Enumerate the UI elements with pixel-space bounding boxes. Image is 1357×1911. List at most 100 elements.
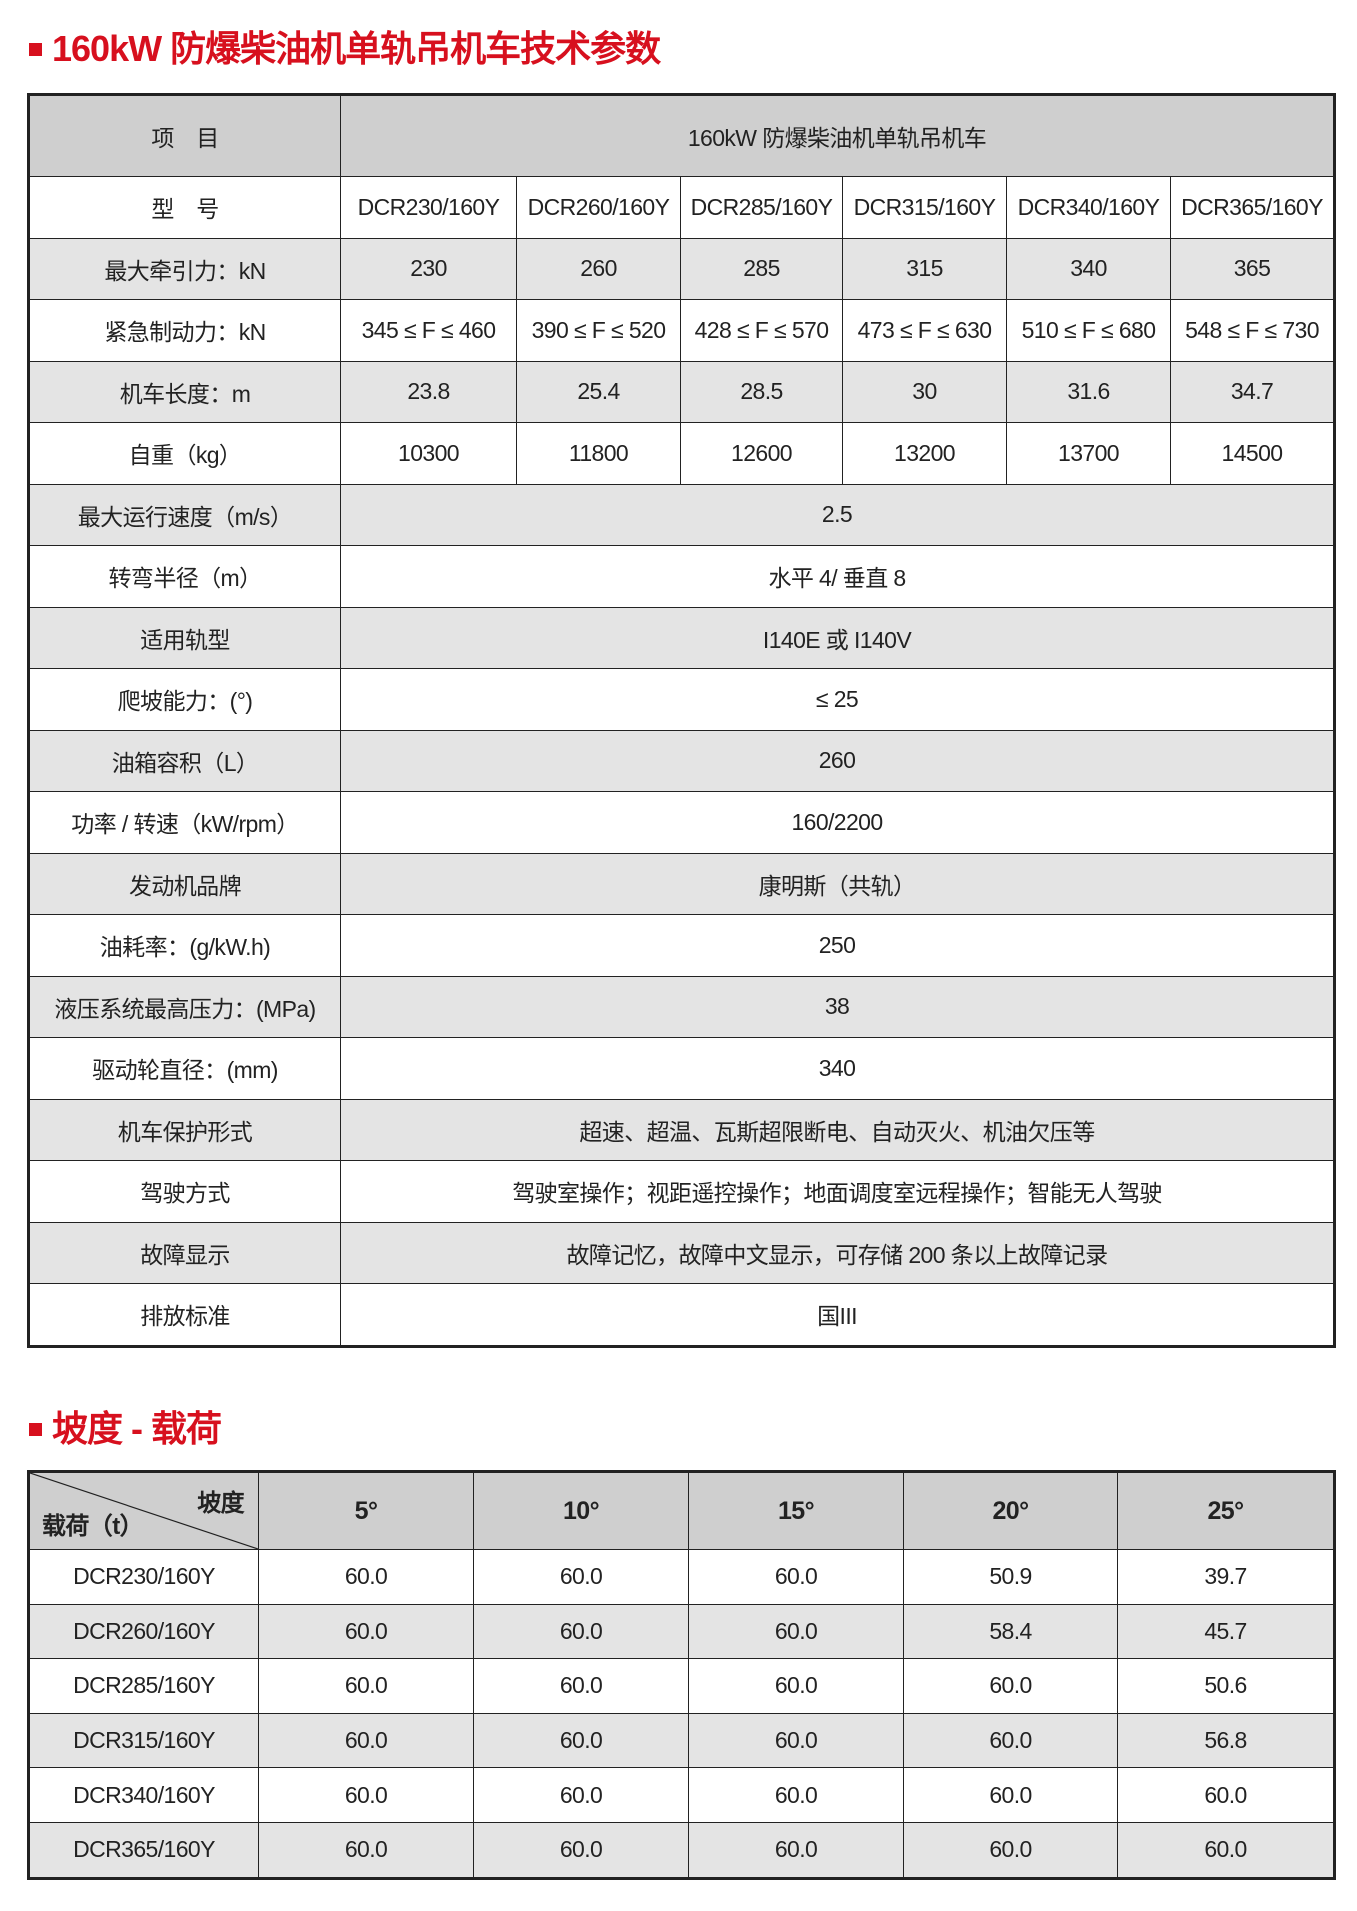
row-label: 故障显示 <box>29 1221 341 1284</box>
grade-title-text: 坡度 - 载荷 <box>52 1408 222 1449</box>
row-label: 油箱容积（L） <box>29 729 341 792</box>
row-label: 自重（kg） <box>29 422 341 485</box>
load-value: 50.6 <box>1117 1658 1334 1714</box>
row-label: 机车长度：m <box>29 360 341 423</box>
cell-value: DCR365/160Y <box>1169 176 1335 239</box>
model-label: DCR315/160Y <box>29 1712 259 1769</box>
grade-row: DCR315/160Y 60.0 60.0 60.0 60.0 56.8 <box>29 1712 1334 1769</box>
row-label: 驱动轮直径：(mm) <box>29 1037 341 1100</box>
load-value: 60.0 <box>688 1549 904 1605</box>
model-label: DCR365/160Y <box>29 1821 259 1878</box>
row-label: 功率 / 转速（kW/rpm） <box>29 791 341 854</box>
row-label: 最大运行速度（m/s） <box>29 483 341 546</box>
cell-value: 13200 <box>842 422 1007 485</box>
shared-value: 160/2200 <box>339 791 1335 854</box>
shared-value: 超速、超温、瓦斯超限断电、自动灭火、机油欠压等 <box>339 1098 1335 1161</box>
spec-row: 油箱容积（L） 260 <box>29 729 1335 792</box>
load-value: 60.0 <box>688 1767 904 1823</box>
spec-row: 适用轨型 I140E 或 I140V <box>29 606 1335 669</box>
cell-value: 510 ≤ F ≤ 680 <box>1006 299 1171 362</box>
shared-value: 康明斯（共轨） <box>339 852 1335 915</box>
row-label: 油耗率：(g/kW.h) <box>29 914 341 977</box>
corner-grade-label: 坡度 <box>197 1490 244 1517</box>
load-value: 60.0 <box>903 1767 1118 1823</box>
spec-row: 驱动轮直径：(mm) 340 <box>29 1037 1335 1100</box>
load-value: 56.8 <box>1117 1712 1334 1769</box>
load-value: 60.0 <box>903 1821 1118 1878</box>
cell-value: DCR315/160Y <box>842 176 1007 239</box>
load-value: 60.0 <box>473 1767 689 1823</box>
cell-value: 30 <box>842 360 1007 423</box>
grade-row: DCR340/160Y 60.0 60.0 60.0 60.0 60.0 <box>29 1767 1334 1823</box>
cell-value: 345 ≤ F ≤ 460 <box>340 299 517 362</box>
cell-value: 23.8 <box>340 360 517 423</box>
grade-load-table: 坡度 载荷（t） 5° 10° 15° 20° 25° DCR230/160Y 60.0 60.0… <box>27 1470 1336 1880</box>
grade-section-title: 坡度 - 载荷 <box>29 1400 222 1452</box>
row-label: 最大牵引力：kN <box>29 237 341 300</box>
row-label: 适用轨型 <box>29 606 341 669</box>
load-value: 60.0 <box>258 1549 474 1605</box>
corner-load-label: 载荷（t） <box>42 1513 144 1540</box>
grade-header: 20° <box>903 1472 1118 1550</box>
row-label: 转弯半径（m） <box>29 545 341 608</box>
grade-row: DCR260/160Y 60.0 60.0 60.0 58.4 45.7 <box>29 1603 1334 1660</box>
model-label: DCR285/160Y <box>29 1658 259 1714</box>
load-value: 60.0 <box>473 1603 689 1660</box>
spec-row: 液压系统最高压力：(MPa) 38 <box>29 975 1335 1038</box>
cell-value: 230 <box>340 237 517 300</box>
cell-value: 10300 <box>340 422 517 485</box>
grade-header: 25° <box>1117 1472 1334 1550</box>
spec-row: 最大运行速度（m/s） 2.5 <box>29 483 1335 546</box>
row-label: 型 号 <box>29 176 341 239</box>
shared-value: 2.5 <box>339 483 1335 546</box>
shared-value: 340 <box>339 1037 1335 1100</box>
load-value: 60.0 <box>1117 1821 1334 1878</box>
shared-value: 国III <box>339 1283 1335 1346</box>
cell-value: DCR340/160Y <box>1006 176 1171 239</box>
corner-header: 坡度载荷（t） <box>29 1472 259 1550</box>
row-label: 机车保护形式 <box>29 1098 341 1161</box>
shared-value: I140E 或 I140V <box>339 606 1335 669</box>
product-header: 160kW 防爆柴油机单轨吊机车 <box>339 95 1335 177</box>
cell-value: 34.7 <box>1169 360 1335 423</box>
spec-row: 油耗率：(g/kW.h) 250 <box>29 914 1335 977</box>
spec-header-row: 项 目 160kW 防爆柴油机单轨吊机车 <box>29 95 1335 177</box>
spec-row: 自重（kg） 10300 11800 12600 13200 13700 14500 <box>29 422 1335 485</box>
grade-row: DCR230/160Y 60.0 60.0 60.0 50.9 39.7 <box>29 1549 1334 1605</box>
grade-row: DCR285/160Y 60.0 60.0 60.0 60.0 50.6 <box>29 1658 1334 1714</box>
cell-value: DCR230/160Y <box>340 176 517 239</box>
row-label: 排放标准 <box>29 1283 341 1346</box>
row-label: 紧急制动力：kN <box>29 299 341 362</box>
spec-row: 紧急制动力：kN 345 ≤ F ≤ 460 390 ≤ F ≤ 520 428 ≤ … <box>29 299 1335 362</box>
cell-value: 14500 <box>1169 422 1335 485</box>
item-header: 项 目 <box>29 95 341 177</box>
row-label: 发动机品牌 <box>29 852 341 915</box>
row-label: 液压系统最高压力：(MPa) <box>29 975 341 1038</box>
spec-section-title: 160kW 防爆柴油机单轨吊机车技术参数 <box>29 20 661 72</box>
shared-value: 驾驶室操作；视距遥控操作；地面调度室远程操作；智能无人驾驶 <box>339 1160 1335 1223</box>
cell-value: 548 ≤ F ≤ 730 <box>1169 299 1335 362</box>
grade-header-row: 坡度 载荷（t） 5° 10° 15° 20° 25° <box>29 1472 1334 1550</box>
cell-value: DCR285/160Y <box>680 176 843 239</box>
row-label: 爬坡能力：(°) <box>29 668 341 731</box>
load-value: 60.0 <box>688 1603 904 1660</box>
load-value: 60.0 <box>1117 1767 1334 1823</box>
cell-value: 11800 <box>516 422 681 485</box>
spec-row: 故障显示 故障记忆，故障中文显示，可存储 200 条以上故障记录 <box>29 1221 1335 1284</box>
load-value: 45.7 <box>1117 1603 1334 1660</box>
load-value: 60.0 <box>473 1549 689 1605</box>
row-label: 驾驶方式 <box>29 1160 341 1223</box>
spec-row: 机车保护形式 超速、超温、瓦斯超限断电、自动灭火、机油欠压等 <box>29 1098 1335 1161</box>
spec-row: 型 号 DCR230/160Y DCR260/160Y DCR285/160Y DCR3… <box>29 176 1335 239</box>
load-value: 60.0 <box>688 1658 904 1714</box>
spec-title-text: 160kW 防爆柴油机单轨吊机车技术参数 <box>52 28 661 69</box>
load-value: 60.0 <box>258 1712 474 1769</box>
spec-row: 驾驶方式 驾驶室操作；视距遥控操作；地面调度室远程操作；智能无人驾驶 <box>29 1160 1335 1223</box>
cell-value: 28.5 <box>680 360 843 423</box>
load-value: 60.0 <box>258 1767 474 1823</box>
cell-value: 365 <box>1169 237 1335 300</box>
grade-header: 5° <box>258 1472 474 1550</box>
load-value: 60.0 <box>473 1658 689 1714</box>
spec-row: 最大牵引力：kN 230 260 285 315 340 365 <box>29 237 1335 300</box>
shared-value: ≤ 25 <box>339 668 1335 731</box>
